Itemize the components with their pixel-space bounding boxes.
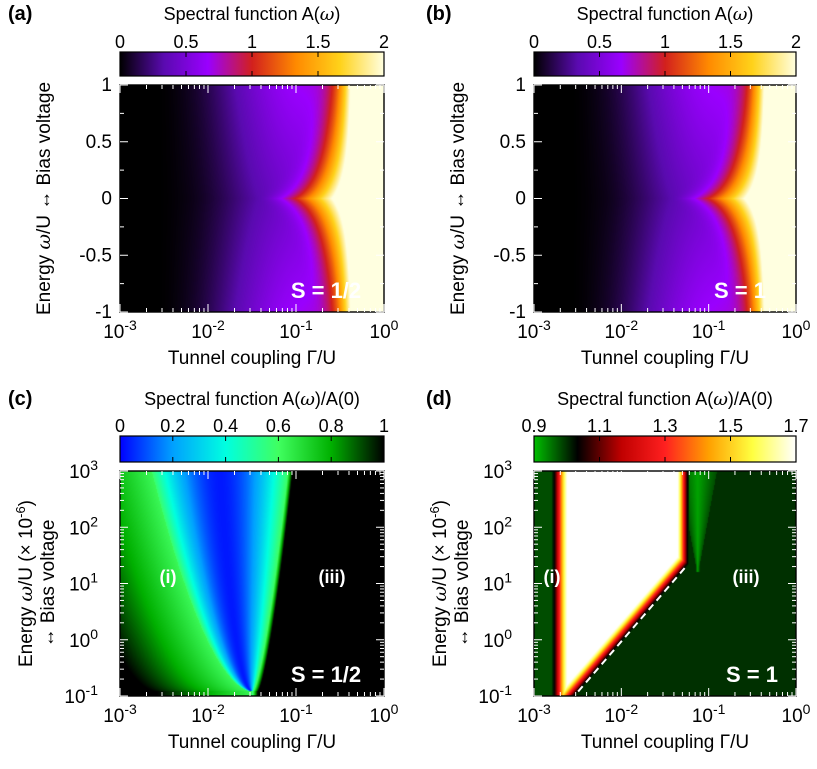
x-tick-label: 100 [370, 317, 399, 343]
y-tick-label: 101 [483, 570, 512, 596]
region-label: (i) [544, 567, 561, 587]
y-tick-label: 1 [101, 75, 112, 96]
y-axis-label-line2: ↔ Bias voltage [452, 520, 473, 648]
y-tick-label: 102 [483, 513, 512, 539]
x-tick-label: 10-2 [191, 701, 225, 727]
panel-label: (c) [8, 388, 32, 410]
x-tick-label: 10-1 [692, 701, 726, 727]
y-tick-label: 0.5 [500, 132, 526, 153]
panel-b: (b) Spectral function A(ω)0 0.5 1 1.5 210-3 10… [426, 3, 811, 369]
panel-c: (c) Spectral function A(ω)/A(0) 0 0.2 0.4 0.6… [8, 388, 399, 753]
colorbar-tick-label: 0.2 [160, 416, 185, 436]
x-tick-label: 10-3 [517, 317, 551, 343]
colorbar-tick-label: 1.5 [305, 32, 330, 52]
colorbar-title: Spectral function A(ω) [577, 4, 754, 25]
colorbar-tick-label: 1.3 [652, 416, 677, 436]
colorbar-tick-label: 1 [379, 416, 389, 436]
y-tick-label: -1 [509, 302, 526, 323]
y-tick-label: 0.5 [86, 132, 112, 153]
colorbar-title: Spectral function A(ω) [164, 4, 341, 25]
x-tick-label: 10-1 [692, 317, 726, 343]
heatmap-image [120, 85, 384, 312]
heatmap-image [534, 471, 796, 696]
colorbar-tick-label: 2 [791, 32, 801, 52]
x-tick-label: 10-2 [605, 701, 639, 727]
panel-a: (a) Spectral function A(ω)0 0.5 1 1.5 210-3 10… [8, 3, 399, 369]
region-label: (ii) [619, 567, 641, 587]
spin-annotation: S = 1 [714, 278, 766, 303]
x-axis-label: Tunnel coupling Γ/U [581, 348, 749, 369]
y-axis-label: Energy ω/U ↔ Bias voltage [447, 82, 469, 315]
y-tick-label: 10-1 [64, 682, 98, 708]
colorbar-tick-label: 0 [115, 32, 125, 52]
colorbar-tick-label: 0.5 [173, 32, 198, 52]
x-tick-label: 100 [370, 701, 399, 727]
x-axis-label: Tunnel coupling Γ/U [168, 348, 336, 369]
colorbar-tick-label: 1 [247, 32, 257, 52]
y-tick-label: 103 [69, 457, 98, 483]
colorbar-tick-label: 0 [115, 416, 125, 436]
colorbar-tick-label: 0.4 [213, 416, 238, 436]
colorbar-tick-label: 1.5 [718, 32, 743, 52]
y-axis-label: Energy ω/U (× 10-6) [13, 500, 38, 667]
colorbar-tick-label: 0.6 [266, 416, 291, 436]
heatmap-image [534, 85, 796, 312]
colorbar-title: Spectral function A(ω)/A(0) [144, 389, 360, 410]
y-axis-label: Energy ω/U ↔ Bias voltage [33, 82, 55, 315]
y-axis-label-line2: ↔ Bias voltage [38, 520, 59, 648]
colorbar [119, 435, 385, 463]
y-tick-label: 101 [69, 570, 98, 596]
colorbar-tick-label: 0 [529, 32, 539, 52]
colorbar-tick-label: 1 [660, 32, 670, 52]
y-tick-label: 10-1 [478, 682, 512, 708]
colorbar-tick-label: 0.5 [587, 32, 612, 52]
x-tick-label: 10-1 [279, 701, 313, 727]
y-tick-label: -0.5 [493, 245, 526, 266]
panel-label: (b) [426, 3, 452, 25]
spin-annotation: S = 1 [726, 662, 778, 687]
spin-annotation: S = 1/2 [291, 662, 361, 687]
heatmap-image [120, 471, 384, 696]
colorbar-tick-label: 1.7 [783, 416, 808, 436]
x-tick-label: 100 [782, 317, 811, 343]
x-axis-label: Tunnel coupling Γ/U [581, 732, 749, 753]
y-tick-label: 100 [483, 626, 512, 652]
x-tick-label: 100 [782, 701, 811, 727]
y-tick-label: 0 [515, 189, 526, 210]
region-label: (i) [160, 567, 177, 587]
colorbar-tick-label: 0.8 [319, 416, 344, 436]
y-tick-label: 103 [483, 457, 512, 483]
y-axis-label: Energy ω/U (× 10-6) [427, 500, 452, 667]
x-tick-label: 10-2 [191, 317, 225, 343]
dashed-line [577, 565, 687, 693]
colorbar-title: Spectral function A(ω)/A(0) [557, 389, 773, 410]
x-tick-label: 10-2 [605, 317, 639, 343]
y-tick-label: 102 [69, 513, 98, 539]
panel-d: (d) Spectral function A(ω)/A(0) 0.9 1.1 1.3 1… [426, 388, 811, 753]
y-tick-label: 0 [101, 189, 112, 210]
region-label: (iii) [733, 567, 760, 587]
x-tick-label: 10-3 [103, 701, 137, 727]
panel-label: (a) [8, 3, 32, 25]
panel-label: (d) [426, 388, 452, 410]
x-axis-label: Tunnel coupling Γ/U [168, 732, 336, 753]
colorbar-tick-label: 0.9 [521, 416, 546, 436]
spin-annotation: S = 1/2 [291, 278, 361, 303]
y-tick-label: -0.5 [79, 245, 112, 266]
colorbar-tick-label: 1.1 [587, 416, 612, 436]
colorbar-tick-label: 2 [379, 32, 389, 52]
x-tick-label: 10-3 [103, 317, 137, 343]
x-tick-label: 10-3 [517, 701, 551, 727]
y-tick-label: 100 [69, 626, 98, 652]
y-tick-label: 1 [515, 75, 526, 96]
y-tick-label: -1 [95, 302, 112, 323]
colorbar-tick-label: 1.5 [718, 416, 743, 436]
region-label: (iii) [319, 567, 346, 587]
x-tick-label: 10-1 [279, 317, 313, 343]
